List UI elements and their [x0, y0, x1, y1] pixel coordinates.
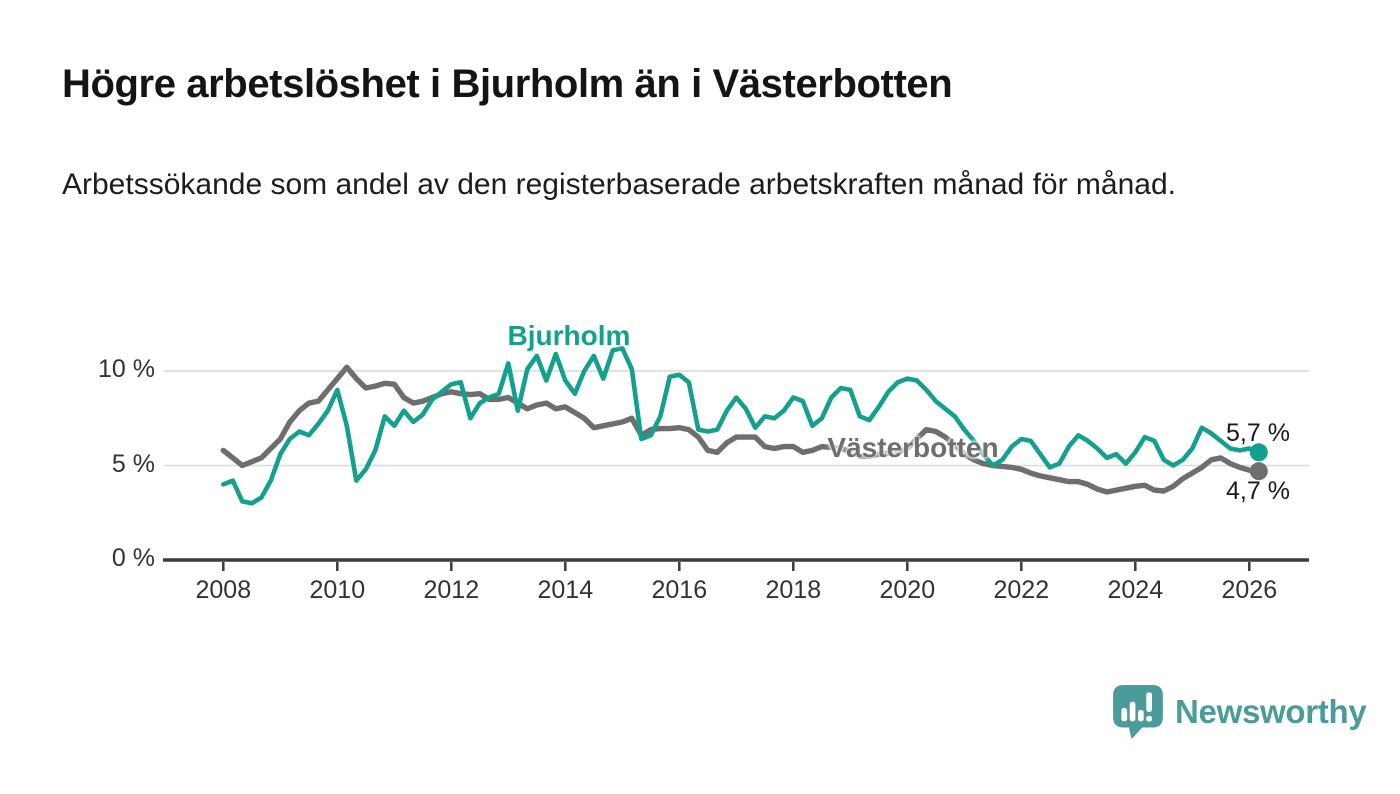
- x-axis-label-2014: 2014: [537, 576, 594, 604]
- vasterbotten-end-value-label: 4,7 %: [1226, 477, 1290, 505]
- series-end-dot-bjurholm: [1249, 443, 1268, 462]
- y-axis-label-5: 5 %: [111, 449, 155, 478]
- chart-subtitle: Arbetssökande som andel av den registerb…: [62, 168, 1176, 201]
- y-axis-label-10: 10 %: [98, 355, 155, 383]
- bjurholm-series-label: Bjurholm: [507, 320, 631, 351]
- x-axis-label-2016: 2016: [651, 576, 708, 604]
- x-axis-label-2022: 2022: [993, 576, 1050, 604]
- x-axis-label-2020: 2020: [879, 576, 936, 604]
- newsworthy-bubble-chart-icon: [1112, 684, 1164, 740]
- x-axis-label-2012: 2012: [423, 576, 480, 604]
- newsworthy-logo: Newsworthy: [1112, 684, 1367, 740]
- series-line-bjurholm: [221, 345, 1262, 506]
- y-axis-label-0: 0 %: [111, 544, 155, 572]
- x-axis-label-2008: 2008: [195, 576, 252, 604]
- bjurholm-end-value-label: 5,7 %: [1226, 419, 1290, 447]
- page-title: Högre arbetslöshet i Bjurholm än i Väste…: [62, 62, 953, 106]
- x-axis-label-2024: 2024: [1107, 576, 1164, 604]
- x-axis-label-2018: 2018: [765, 576, 822, 604]
- series-end-dot-västerbotten: [1249, 462, 1268, 481]
- series-line-västerbotten: [220, 364, 1262, 495]
- x-axis-label-2026: 2026: [1221, 576, 1278, 604]
- x-axis-label-2010: 2010: [309, 576, 366, 604]
- vasterbotten-series-label: Västerbotten: [827, 432, 999, 463]
- newsworthy-wordmark: Newsworthy: [1175, 693, 1367, 730]
